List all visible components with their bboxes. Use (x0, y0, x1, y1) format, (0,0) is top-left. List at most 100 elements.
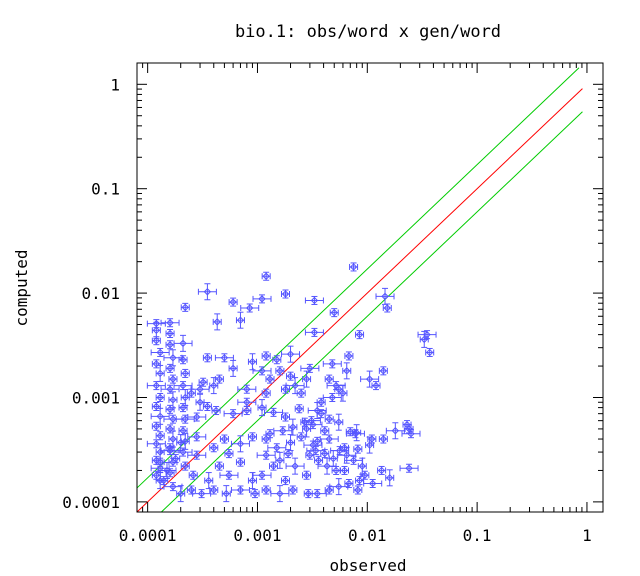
diamond-marker (203, 288, 212, 296)
data-point (150, 347, 170, 357)
diamond-marker (262, 352, 270, 360)
diamond-marker (210, 444, 218, 452)
data-point (360, 470, 370, 480)
diamond-marker (302, 471, 311, 479)
data-point (188, 470, 198, 480)
data-point (228, 359, 238, 377)
diamond-marker (156, 476, 164, 485)
diamond-marker (243, 406, 251, 415)
data-point (353, 444, 363, 454)
diamond-marker (335, 482, 343, 491)
data-point (214, 374, 224, 384)
diamond-marker (225, 471, 233, 479)
diamond-marker (152, 422, 161, 430)
plot-frame (136, 62, 604, 513)
data-point (261, 271, 271, 281)
data-point (304, 295, 324, 305)
diamond-marker (361, 471, 369, 479)
data-point (304, 327, 324, 337)
diamond-marker (279, 427, 287, 435)
diamond-marker (307, 416, 316, 425)
data-point (320, 426, 330, 436)
diamond-marker (310, 328, 319, 337)
data-point (219, 434, 229, 444)
data-point (240, 303, 260, 313)
diamond-marker (169, 482, 177, 491)
diamond-marker (169, 435, 177, 443)
data-point (265, 429, 275, 439)
diamond-marker (236, 316, 245, 324)
data-point (204, 472, 214, 490)
data-point (178, 355, 188, 365)
chart-title: bio.1: obs/word x gen/word (235, 22, 501, 42)
diamond-marker (345, 479, 353, 488)
diamond-marker (181, 369, 189, 378)
diamond-marker (236, 486, 245, 494)
data-point (345, 429, 365, 439)
diamond-marker (405, 464, 413, 472)
x-tick-label: 0.0001 (119, 526, 177, 545)
diamond-marker (273, 444, 281, 452)
data-point (314, 455, 324, 465)
data-points (146, 262, 437, 503)
diamond-marker (197, 489, 206, 498)
data-point (288, 418, 298, 436)
diamond-marker (220, 354, 229, 362)
data-point (385, 469, 395, 487)
diamond-marker (286, 372, 295, 380)
data-point (261, 485, 271, 495)
data-point (195, 393, 205, 411)
data-point (219, 470, 239, 480)
data-point (322, 359, 342, 369)
diamond-marker (193, 451, 201, 459)
data-point (329, 478, 349, 496)
diamond-marker (166, 319, 174, 327)
diamond-marker (297, 433, 305, 441)
data-point (378, 434, 388, 444)
diamond-marker (295, 405, 303, 413)
diamond-marker (332, 466, 340, 475)
data-point (294, 404, 304, 414)
data-point (269, 461, 279, 471)
y-tick-label: 0.01 (81, 284, 120, 303)
diamond-marker (169, 415, 177, 423)
data-point (155, 392, 165, 402)
diamond-marker (212, 406, 220, 415)
data-point (331, 465, 341, 475)
data-point (302, 370, 312, 388)
data-point (256, 450, 276, 460)
data-point (371, 381, 381, 391)
diamond-marker (166, 329, 174, 338)
data-point (197, 283, 217, 301)
data-point (377, 465, 387, 475)
data-point (300, 363, 320, 373)
diamond-marker (281, 385, 290, 393)
data-point (273, 426, 293, 436)
diamond-marker (156, 464, 164, 472)
data-point (324, 414, 334, 424)
data-point (214, 461, 224, 471)
data-point (339, 465, 349, 475)
y-tick-label: 0.001 (72, 388, 120, 407)
diamond-marker (329, 454, 337, 463)
diamond-marker (248, 358, 257, 366)
diamond-marker (313, 489, 321, 498)
diamond-marker (325, 375, 333, 383)
data-point (155, 431, 165, 441)
diamond-marker (291, 381, 299, 390)
data-point (165, 404, 175, 414)
data-point (202, 401, 212, 411)
data-point (163, 482, 183, 492)
data-point (165, 468, 175, 478)
diamond-marker (313, 437, 321, 446)
data-point (242, 406, 252, 416)
diamond-marker (266, 375, 274, 383)
data-point (334, 413, 344, 431)
diamond-marker (179, 339, 187, 348)
diamond-marker (281, 290, 290, 298)
diamond-marker (345, 352, 353, 360)
data-point (399, 463, 419, 473)
data-point (235, 457, 245, 467)
diamond-marker (181, 303, 189, 312)
data-point (261, 388, 271, 398)
